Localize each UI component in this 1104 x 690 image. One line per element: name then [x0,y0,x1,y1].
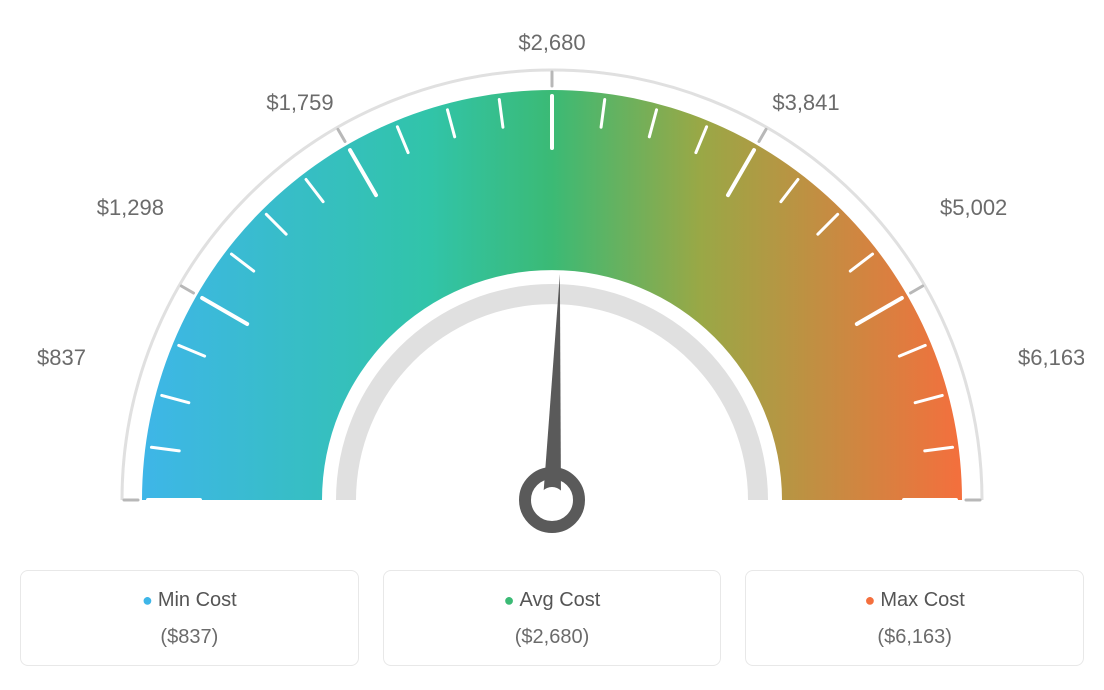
legend-card-avg: Avg Cost ($2,680) [383,570,722,666]
cost-gauge-widget: $837 $1,298 $1,759 $2,680 $3,841 $5,002 $6,163… [20,20,1084,666]
legend-title-avg: Avg Cost [394,589,711,612]
svg-text:$1,298: $1,298 [97,195,164,220]
gauge-svg: $837 $1,298 $1,759 $2,680 $3,841 $5,002 $6,163 [20,20,1084,560]
legend-title-max: Max Cost [756,589,1073,612]
gauge-chart: $837 $1,298 $1,759 $2,680 $3,841 $5,002 $6,163 [20,20,1084,560]
svg-text:$6,163: $6,163 [1018,345,1084,370]
legend-card-max: Max Cost ($6,163) [745,570,1084,666]
svg-text:$2,680: $2,680 [518,30,585,55]
legend-value-max: ($6,163) [756,626,1073,649]
svg-text:$837: $837 [37,345,86,370]
svg-text:$5,002: $5,002 [940,195,1007,220]
legend-value-min: ($837) [31,626,348,649]
legend-card-min: Min Cost ($837) [20,570,359,666]
legend-value-avg: ($2,680) [394,626,711,649]
legend-title-min: Min Cost [31,589,348,612]
svg-text:$3,841: $3,841 [772,90,839,115]
legend-row: Min Cost ($837) Avg Cost ($2,680) Max Co… [20,570,1084,666]
svg-text:$1,759: $1,759 [266,90,333,115]
